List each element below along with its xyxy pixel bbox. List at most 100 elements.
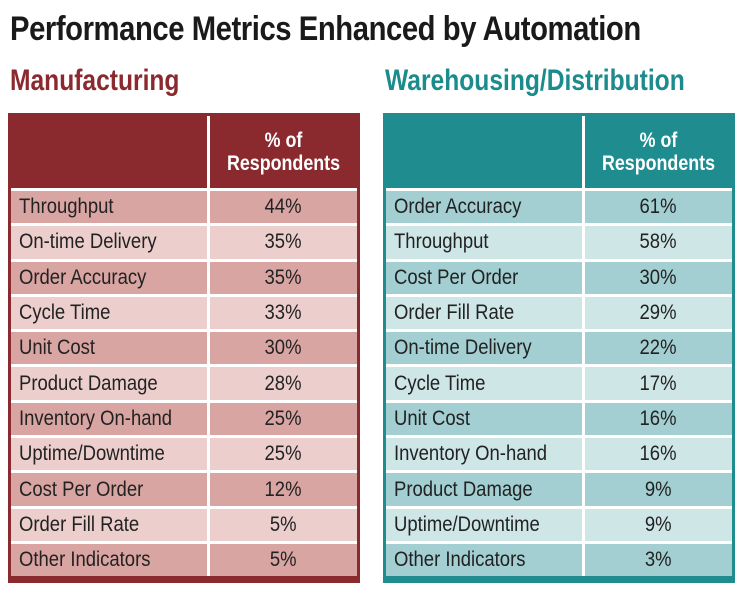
respondents-column-header: % of Respondents xyxy=(584,116,733,190)
value-cell: 30% xyxy=(583,258,732,296)
metric-label: On-time Delivery xyxy=(19,230,157,254)
table-row: Cost Per Order 12% xyxy=(11,470,357,508)
metric-label: Cost Per Order xyxy=(19,477,144,501)
respondents-column-header: % of Respondents xyxy=(209,116,358,190)
table-row: Order Fill Rate 29% xyxy=(386,293,732,331)
metric-label: Uptime/Downtime xyxy=(394,512,540,536)
metric-label: Inventory On-hand xyxy=(19,406,173,430)
value-label: 12% xyxy=(265,477,302,501)
value-label: 61% xyxy=(640,195,677,219)
table-row: On-time Delivery 22% xyxy=(386,329,732,366)
table-row: Unit Cost 16% xyxy=(386,399,732,437)
table-row: Product Damage 9% xyxy=(386,470,732,508)
table-row: Throughput 58% xyxy=(386,223,732,261)
value-cell: 5% xyxy=(208,540,357,577)
metric-cell: Other Indicators xyxy=(386,540,585,577)
metric-label: On-time Delivery xyxy=(394,336,532,360)
value-cell: 5% xyxy=(208,505,357,543)
metric-cell: On-time Delivery xyxy=(11,223,210,261)
value-cell: 16% xyxy=(583,399,732,437)
value-label: 58% xyxy=(640,230,677,254)
table-row: Order Accuracy 61% xyxy=(386,187,732,225)
metric-label: Throughput xyxy=(394,230,489,254)
value-cell: 25% xyxy=(208,399,357,437)
manufacturing-table-body: Throughput 44% On-time Delivery 35% Order Ac… xyxy=(11,187,357,577)
value-label: 9% xyxy=(645,477,672,501)
metric-label: Unit Cost xyxy=(394,406,470,430)
metric-cell: Product Damage xyxy=(386,470,585,508)
value-cell: 29% xyxy=(583,293,732,331)
warehousing-table: % of Respondents Order Accuracy 61% Through… xyxy=(383,113,735,583)
value-label: 35% xyxy=(265,230,302,254)
value-cell: 35% xyxy=(208,258,357,296)
metric-cell: Cycle Time xyxy=(11,293,210,331)
metric-label: Throughput xyxy=(19,195,114,219)
table-row: Throughput 44% xyxy=(11,187,357,225)
value-label: 30% xyxy=(265,336,302,360)
metric-cell: Order Fill Rate xyxy=(386,293,585,331)
value-cell: 30% xyxy=(208,329,357,366)
value-cell: 35% xyxy=(208,223,357,261)
value-cell: 12% xyxy=(208,470,357,508)
table-row: Unit Cost 30% xyxy=(11,329,357,366)
value-label: 30% xyxy=(640,265,677,289)
metric-column-header xyxy=(11,116,210,190)
metric-label: Cycle Time xyxy=(394,371,486,395)
value-cell: 33% xyxy=(208,293,357,331)
metric-cell: Cost Per Order xyxy=(11,470,210,508)
metric-cell: Uptime/Downtime xyxy=(386,505,585,543)
metric-cell: Inventory On-hand xyxy=(11,399,210,437)
value-label: 28% xyxy=(265,371,302,395)
value-label: 22% xyxy=(640,336,677,360)
table-row: Uptime/Downtime 9% xyxy=(386,505,732,543)
value-label: 9% xyxy=(645,512,672,536)
value-cell: 17% xyxy=(583,364,732,402)
value-cell: 28% xyxy=(208,364,357,402)
metric-cell: On-time Delivery xyxy=(386,329,585,366)
metric-label: Uptime/Downtime xyxy=(19,442,165,466)
value-label: 5% xyxy=(270,548,297,572)
table-row: Inventory On-hand 25% xyxy=(11,399,357,437)
value-label: 17% xyxy=(640,371,677,395)
value-cell: 44% xyxy=(208,187,357,225)
metric-label: Cost Per Order xyxy=(394,265,519,289)
table-row: Order Fill Rate 5% xyxy=(11,505,357,543)
metric-label: Order Fill Rate xyxy=(19,512,140,536)
table-row: Cycle Time 17% xyxy=(386,364,732,402)
value-label: 25% xyxy=(265,406,302,430)
value-label: 16% xyxy=(640,406,677,430)
value-label: 35% xyxy=(265,265,302,289)
metric-label: Inventory On-hand xyxy=(394,442,548,466)
metric-column-header xyxy=(386,116,585,190)
table-row: Cost Per Order 30% xyxy=(386,258,732,296)
table-row: Inventory On-hand 16% xyxy=(386,435,732,472)
value-cell: 3% xyxy=(583,540,732,577)
value-label: 33% xyxy=(265,301,302,325)
table-row: On-time Delivery 35% xyxy=(11,223,357,261)
metric-cell: Unit Cost xyxy=(11,329,210,366)
table-row: Cycle Time 33% xyxy=(11,293,357,331)
table-row: Other Indicators 5% xyxy=(11,540,357,577)
metric-cell: Unit Cost xyxy=(386,399,585,437)
metric-cell: Cost Per Order xyxy=(386,258,585,296)
value-cell: 58% xyxy=(583,223,732,261)
metric-cell: Inventory On-hand xyxy=(386,435,585,472)
metric-label: Other Indicators xyxy=(394,548,526,572)
table-row: Order Accuracy 35% xyxy=(11,258,357,296)
metric-label: Product Damage xyxy=(394,477,533,501)
metric-cell: Product Damage xyxy=(11,364,210,402)
metric-label: Product Damage xyxy=(19,371,158,395)
manufacturing-title: Manufacturing xyxy=(10,64,180,97)
value-label: 5% xyxy=(270,512,297,536)
table-row: Other Indicators 3% xyxy=(386,540,732,577)
table-row: Uptime/Downtime 25% xyxy=(11,435,357,472)
value-cell: 16% xyxy=(583,435,732,472)
value-cell: 9% xyxy=(583,470,732,508)
metric-cell: Order Accuracy xyxy=(386,187,585,225)
metric-label: Order Fill Rate xyxy=(394,301,515,325)
table-row: Product Damage 28% xyxy=(11,364,357,402)
metric-cell: Throughput xyxy=(386,223,585,261)
metric-label: Unit Cost xyxy=(19,336,95,360)
value-cell: 9% xyxy=(583,505,732,543)
metric-cell: Other Indicators xyxy=(11,540,210,577)
